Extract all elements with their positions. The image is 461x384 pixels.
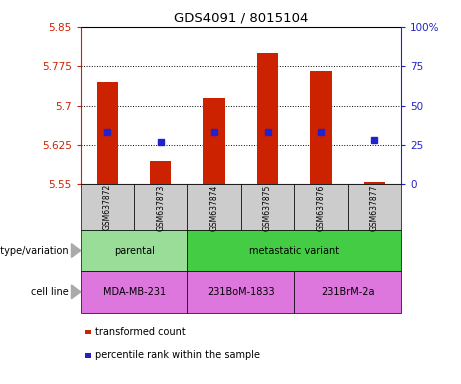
Text: parental: parental xyxy=(114,245,154,256)
Bar xyxy=(203,98,225,184)
Text: metastatic variant: metastatic variant xyxy=(249,245,339,256)
Text: genotype/variation: genotype/variation xyxy=(0,245,69,256)
Title: GDS4091 / 8015104: GDS4091 / 8015104 xyxy=(174,11,308,24)
Bar xyxy=(150,161,171,184)
Text: GSM637872: GSM637872 xyxy=(103,184,112,230)
Text: GSM637875: GSM637875 xyxy=(263,184,272,230)
Text: MDA-MB-231: MDA-MB-231 xyxy=(102,287,165,297)
Text: GSM637873: GSM637873 xyxy=(156,184,165,230)
Bar xyxy=(97,82,118,184)
Bar xyxy=(364,182,385,184)
Text: transformed count: transformed count xyxy=(95,327,186,337)
Text: percentile rank within the sample: percentile rank within the sample xyxy=(95,350,260,360)
Bar xyxy=(257,53,278,184)
Text: cell line: cell line xyxy=(31,287,69,297)
Text: GSM637874: GSM637874 xyxy=(210,184,219,230)
Text: GSM637876: GSM637876 xyxy=(316,184,325,230)
Text: 231BrM-2a: 231BrM-2a xyxy=(321,287,374,297)
Bar xyxy=(310,71,331,184)
Text: 231BoM-1833: 231BoM-1833 xyxy=(207,287,275,297)
Text: GSM637877: GSM637877 xyxy=(370,184,379,230)
